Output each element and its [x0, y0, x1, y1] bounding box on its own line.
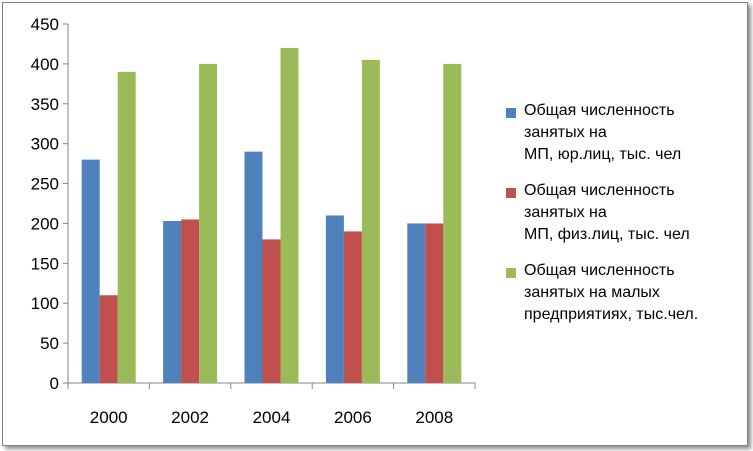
y-tick-label: 200 [31, 214, 59, 233]
bar [244, 151, 263, 383]
y-tick-label: 400 [31, 55, 59, 74]
bar [280, 47, 299, 383]
x-tick-label: 2008 [415, 408, 453, 427]
bar [443, 63, 462, 384]
bar [361, 59, 380, 384]
y-tick-label: 250 [31, 175, 59, 194]
x-tick-label: 2004 [253, 408, 291, 427]
legend: Общая численность занятых на МП, юр.лиц,… [506, 100, 746, 340]
bar [262, 239, 281, 383]
x-tick-label: 2006 [334, 408, 372, 427]
x-tick-label: 2002 [171, 408, 209, 427]
legend-item-series-1: Общая численность занятых на МП, юр.лиц,… [506, 100, 746, 166]
bar [117, 71, 136, 383]
bar [99, 295, 118, 383]
legend-label-series-1: Общая численность занятых на МП, юр.лиц,… [524, 102, 682, 163]
bar [343, 231, 362, 383]
bar [81, 159, 100, 383]
y-tick-label: 350 [31, 95, 59, 114]
legend-label-series-3: Общая численность занятых на малых предп… [524, 262, 699, 323]
bar [325, 215, 344, 383]
bars [81, 47, 462, 384]
y-tick-label: 50 [40, 334, 59, 353]
legend-item-series-2: Общая численность занятых на МП, физ.лиц… [506, 180, 746, 246]
y-tick-label: 150 [31, 254, 59, 273]
bar [163, 221, 182, 383]
y-tick-label: 100 [31, 294, 59, 313]
bar [425, 223, 444, 383]
x-tick-label: 2000 [90, 408, 128, 427]
legend-swatch-series-3 [506, 268, 516, 278]
y-tick-label: 0 [50, 374, 59, 393]
y-tick-label: 300 [31, 135, 59, 154]
bar [407, 223, 426, 383]
bar [181, 219, 200, 383]
legend-item-series-3: Общая численность занятых на малых предп… [506, 260, 746, 326]
tick-labels: 0 50 100 150 200 250 300 350 400 450 2000 2002 2004 2… [31, 15, 454, 427]
y-tick-label: 450 [31, 15, 59, 34]
legend-label-series-2: Общая численность занятых на МП, физ.лиц… [524, 182, 690, 243]
legend-swatch-series-2 [506, 188, 516, 198]
bar [199, 63, 218, 384]
legend-swatch-series-1 [506, 108, 516, 118]
